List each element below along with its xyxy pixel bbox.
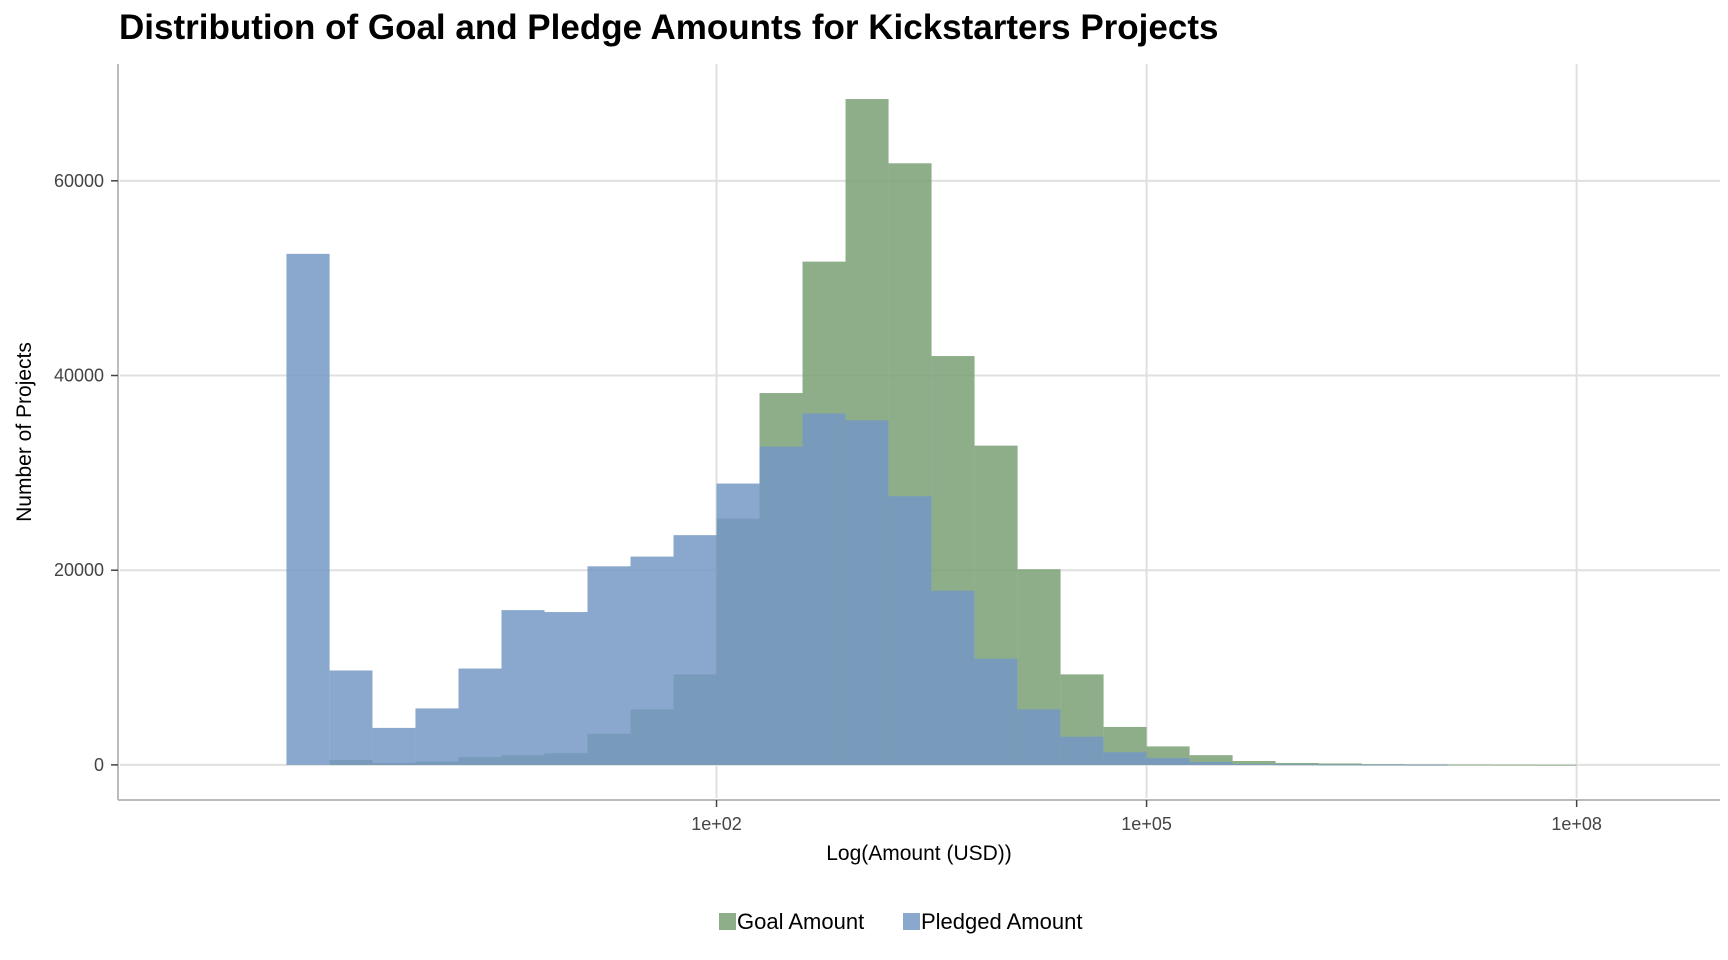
histogram-bar xyxy=(1361,764,1405,765)
chart-title: Distribution of Goal and Pledge Amounts … xyxy=(119,8,1219,47)
y-tick-label: 20000 xyxy=(54,560,104,580)
legend-swatch xyxy=(903,913,920,930)
histogram-bar xyxy=(458,668,502,765)
histogram-bar xyxy=(1318,764,1362,766)
y-axis-title: Number of Projects xyxy=(13,342,36,522)
histogram-bar xyxy=(888,496,932,765)
histogram-bar xyxy=(1533,764,1577,766)
histogram-bar xyxy=(1103,752,1147,765)
x-axis-title: Log(Amount (USD)) xyxy=(826,842,1012,865)
histogram-bar xyxy=(716,483,760,765)
histogram-bar xyxy=(1146,758,1190,765)
x-tick-label: 1e+05 xyxy=(1121,814,1172,834)
histogram-bar xyxy=(1275,764,1319,766)
legend-swatch xyxy=(719,913,736,930)
histogram-bar xyxy=(286,253,330,765)
histogram-bar xyxy=(1060,736,1104,765)
histogram-bar xyxy=(1232,761,1276,765)
histogram-bar xyxy=(630,556,674,765)
histogram-bar xyxy=(1490,764,1534,766)
x-tick-label: 1e+02 xyxy=(691,814,742,834)
histogram-bar xyxy=(1318,763,1362,765)
series-pledged-amount xyxy=(286,253,1448,766)
histogram-bar xyxy=(329,670,373,765)
histogram-bar xyxy=(673,535,717,765)
histogram-bar xyxy=(1189,755,1233,765)
histogram-bar xyxy=(1361,764,1405,766)
y-tick-label: 40000 xyxy=(54,366,104,386)
histogram-bar xyxy=(1017,709,1061,765)
legend-label: Pledged Amount xyxy=(921,909,1082,934)
histogram-bar xyxy=(1447,764,1491,766)
histogram-bar xyxy=(759,446,803,765)
bars xyxy=(286,99,1577,766)
legend-label: Goal Amount xyxy=(737,909,864,934)
x-tick-label: 1e+08 xyxy=(1551,814,1602,834)
histogram-bar xyxy=(415,708,459,765)
histogram-bar xyxy=(1232,763,1276,765)
legend: Goal Amount Pledged Amount xyxy=(719,909,1082,934)
histogram-bar xyxy=(1189,761,1233,765)
y-tick-label: 60000 xyxy=(54,171,104,191)
histogram-bar xyxy=(372,727,416,765)
y-tick-label: 0 xyxy=(94,755,104,775)
histogram-bar xyxy=(587,566,631,765)
ticks: 0 20000 40000 60000 1e+02 1e+05 1e+08 xyxy=(54,171,1602,834)
histogram-bar xyxy=(845,420,889,765)
axes xyxy=(117,64,1720,801)
histogram-bar xyxy=(544,612,588,765)
histogram-bar xyxy=(1275,762,1319,765)
histogram-bar xyxy=(931,590,975,765)
histogram-bar xyxy=(501,610,545,765)
histogram-bar xyxy=(802,413,846,765)
histogram-bar xyxy=(974,658,1018,765)
histogram-bar xyxy=(1404,764,1448,766)
